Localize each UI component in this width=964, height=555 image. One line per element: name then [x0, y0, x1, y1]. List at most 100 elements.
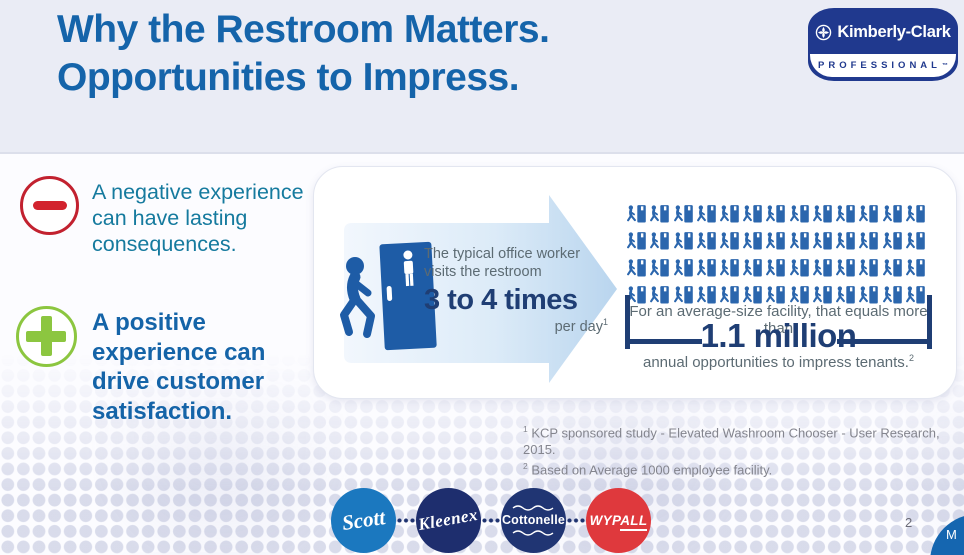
- walker-door-icon: [673, 258, 693, 276]
- visit-stat: 3 to 4 times: [424, 284, 578, 316]
- walker-door-icon: [627, 258, 646, 276]
- walker-door-icon: [882, 231, 902, 249]
- wave-decoration-icon: [512, 505, 553, 511]
- walker-door-icon: [650, 258, 670, 276]
- brand-logo-scott[interactable]: Scott: [331, 487, 396, 553]
- dotted-connector: [566, 517, 586, 523]
- walker-door-icon: [627, 204, 646, 222]
- walker-door-icon: [696, 285, 716, 303]
- visit-line-2: visits the restroom: [424, 264, 542, 280]
- walker-door-icon: [696, 258, 716, 276]
- walker-door-icon: [789, 204, 809, 222]
- footnote-line: 1 KCP sponsored study - Elevated Washroo…: [523, 424, 940, 457]
- plus-icon: [16, 306, 77, 367]
- brand-logo-kleenex[interactable]: Kleenex: [416, 487, 481, 553]
- brand-label: WYPALL: [590, 512, 648, 531]
- walker-door-icon: [650, 204, 670, 222]
- walker-door-icon: [836, 285, 855, 303]
- big-stat: 1.1 million: [700, 317, 857, 354]
- bracket-right-bar: [837, 339, 932, 344]
- walker-door-icon: [673, 285, 693, 303]
- walker-door-icon: [836, 204, 855, 222]
- walker-door-icon: [905, 204, 925, 222]
- walker-door-icon: [859, 231, 879, 249]
- walker-door-icon: [766, 258, 786, 276]
- walker-door-icon: [813, 285, 832, 303]
- visit-line-1: The typical office worker: [424, 246, 581, 262]
- visit-unit: per day1: [554, 317, 608, 335]
- walker-door-icon: [720, 231, 739, 249]
- walker-door-icon: [789, 285, 809, 303]
- walker-door-icon: [743, 258, 763, 276]
- walker-door-icon: [650, 231, 670, 249]
- positive-point: A positive experience can drive customer…: [16, 306, 282, 426]
- walker-door-icon: [720, 258, 739, 276]
- logo-brand-text: Kimberly-Clark: [837, 22, 951, 41]
- footnote-line: 2 Based on Average 1000 employee facilit…: [523, 461, 773, 478]
- dotted-connector: [396, 517, 416, 523]
- logo-trademark: ™: [941, 62, 948, 69]
- walker-door-icon: [743, 204, 763, 222]
- walker-door-icon: [882, 258, 902, 276]
- walker-door-icon: [696, 204, 716, 222]
- walker-door-icon: [836, 258, 855, 276]
- page-number: 2: [905, 515, 913, 530]
- walker-door-icon: [813, 258, 832, 276]
- walker-door-icon: [905, 258, 925, 276]
- walker-door-icon: [789, 231, 809, 249]
- walker-door-icon: [720, 204, 739, 222]
- walker-door-icon: [813, 204, 832, 222]
- walker-door-icon: [766, 285, 786, 303]
- negative-point-text: A negative experience can have lasting c…: [92, 180, 304, 256]
- bracket-left-riser: [625, 295, 630, 349]
- brand-logo-cottonelle[interactable]: Cottonelle: [501, 487, 566, 553]
- kimberly-clark-logo: Kimberly-Clark PROFESSIONAL ™: [808, 8, 958, 81]
- walker-door-icon: [743, 285, 763, 303]
- minus-icon: [20, 176, 79, 235]
- brand-label: Scott: [340, 504, 387, 535]
- walker-door-icon: [696, 231, 716, 249]
- walker-door-icon: [720, 285, 739, 303]
- negative-point: A negative experience can have lasting c…: [20, 176, 307, 257]
- walker-door-icon: [859, 258, 879, 276]
- title-line-2: Opportunities to Impress.: [57, 56, 520, 99]
- logo-professional-text: PROFESSIONAL: [818, 60, 941, 71]
- footnote-ref-2: 2: [908, 353, 914, 363]
- walker-door-icon: [766, 204, 786, 222]
- visit-stat-block: The typical office worker visits the res…: [424, 245, 614, 335]
- walker-door-icon: [836, 231, 855, 249]
- slide-header: Why the Restroom Matters. Opportunities t…: [0, 0, 964, 154]
- equals-line: For an average-size facility, that equal…: [629, 303, 928, 337]
- wave-decoration-icon: [512, 530, 553, 536]
- bracket-right-riser: [927, 295, 932, 349]
- walker-door-icon: [743, 231, 763, 249]
- walker-door-icon: [882, 204, 902, 222]
- walker-door-icon: [673, 204, 693, 222]
- positive-point-text: A positive experience can drive customer…: [92, 309, 266, 425]
- brand-logo-wypall[interactable]: WYPALL: [586, 487, 651, 553]
- walker-door-icon: [650, 285, 670, 303]
- footnotes: 1 KCP sponsored study - Elevated Washroo…: [523, 421, 964, 479]
- footnote-ref-1: 1: [602, 317, 608, 327]
- kimberly-clark-emblem-icon: [816, 24, 832, 40]
- bracket-left-bar: [625, 339, 702, 344]
- walker-door-icon: [813, 231, 832, 249]
- dotted-connector: [481, 517, 501, 523]
- walker-door-icon: [766, 231, 786, 249]
- infographic-card: The typical office worker visits the res…: [313, 166, 957, 399]
- walker-door-icon: [859, 204, 879, 222]
- equals-sub: annual opportunities to impress tenants.…: [642, 353, 914, 371]
- page-title: Why the Restroom Matters. Opportunities t…: [57, 6, 550, 102]
- walker-door-icon: [859, 285, 879, 303]
- walker-door-icon: [905, 231, 925, 249]
- corner-letter: M: [946, 527, 957, 542]
- brand-label: Kleenex: [417, 504, 480, 535]
- walker-door-icon: [789, 258, 809, 276]
- restroom-door-walker-icon: [340, 241, 437, 351]
- walker-door-icon: [627, 231, 646, 249]
- title-line-1: Why the Restroom Matters.: [57, 8, 550, 51]
- brand-logo-row: Scott Kleenex Cottonelle WYPALL: [331, 487, 651, 553]
- opportunity-icon-grid: [625, 200, 927, 310]
- walker-door-icon: [627, 285, 646, 303]
